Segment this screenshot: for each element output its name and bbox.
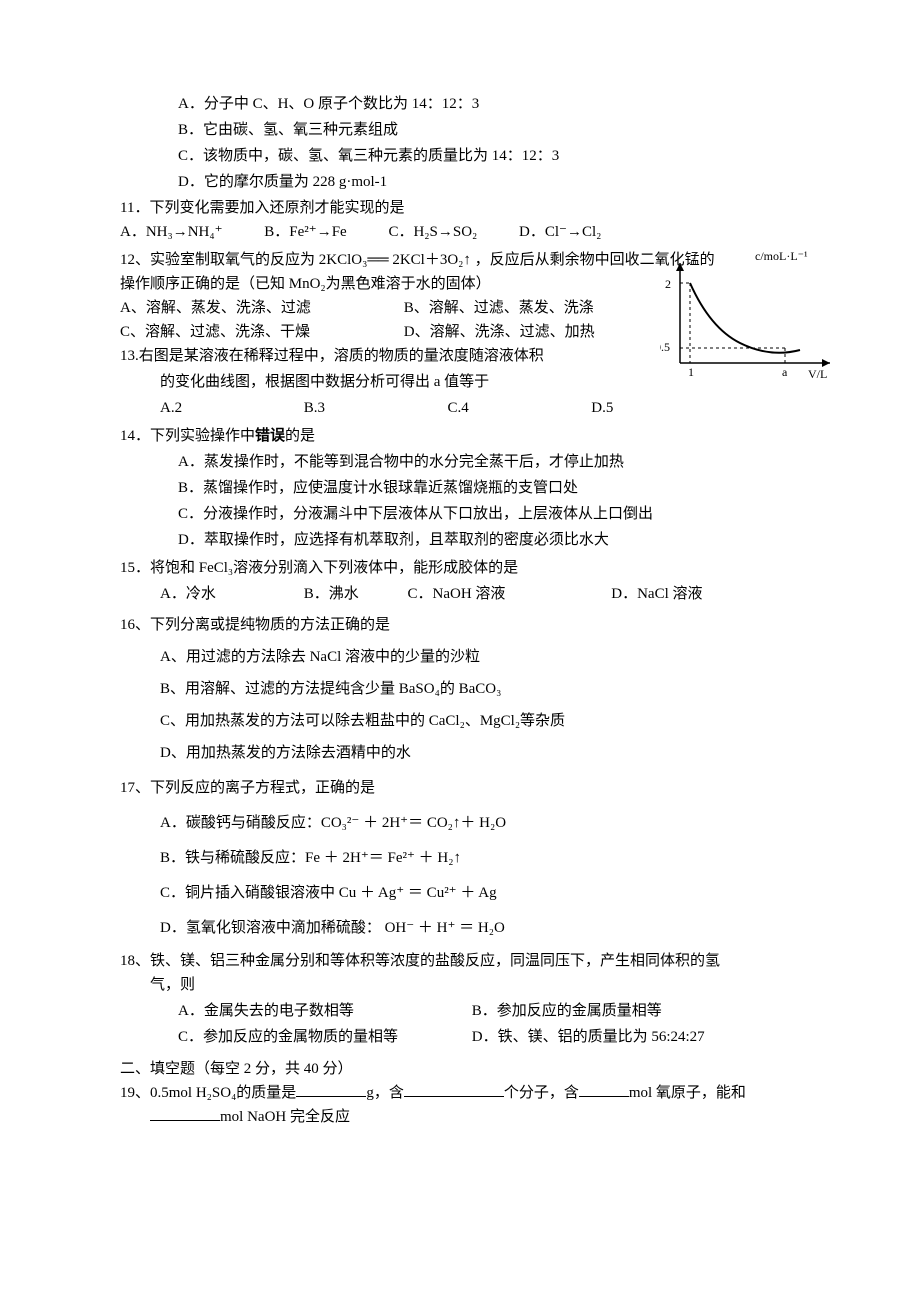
q19-p1: 19、0.5mol H₂SO₄的质量是 xyxy=(120,1085,296,1101)
q19: 19、0.5mol H₂SO₄的质量是 g，含 个分子，含 mol 氧原子，能和 mo… xyxy=(120,1081,810,1129)
q11-opt-c: C．H₂S→SO₂ xyxy=(388,220,477,244)
q12-opt-b: B、溶解、过滤、蒸发、洗涤 xyxy=(404,296,594,320)
q18-opt-a: A．金属失去的电子数相等 xyxy=(178,999,468,1023)
q10-opt-c: C．该物质中，碳、氢、氧三种元素的质量比为 14：12：3 xyxy=(120,144,810,168)
q17-stem: 17、下列反应的离子方程式，正确的是 xyxy=(120,772,810,805)
q17-opt-b: B．铁与稀硫酸反应：Fe ＋ 2H⁺＝ Fe²⁺ ＋ H₂↑ xyxy=(120,842,810,875)
q14-opt-c: C．分液操作时，分液漏斗中下层液体从下口放出，上层液体从上口倒出 xyxy=(120,502,810,526)
q18-stem-line2: 气，则 xyxy=(120,973,810,997)
q18-opt-c: C．参加反应的金属物质的量相等 xyxy=(178,1025,468,1049)
q13-opt-b: B.3 xyxy=(304,396,444,420)
q12-opt-d: D、溶解、洗涤、过滤、加热 xyxy=(404,320,595,344)
q10-opt-b: B．它由碳、氢、氧三种元素组成 xyxy=(120,118,810,142)
q14-stem: 14．下列实验操作中错误的是 xyxy=(120,424,810,448)
q19-p4: mol 氧原子，能和 xyxy=(629,1085,746,1101)
q16-opt-c: C、用加热蒸发的方法可以除去粗盐中的 CaCl₂、MgCl₂等杂质 xyxy=(120,706,810,736)
q11-opt-d: D．Cl⁻→Cl₂ xyxy=(519,220,601,244)
q15-opt-c: C．NaOH 溶液 xyxy=(408,582,608,606)
q19-p5: mol NaOH 完全反应 xyxy=(220,1109,350,1125)
q17: 17、下列反应的离子方程式，正确的是 A．碳酸钙与硝酸反应：CO₃²⁻ ＋ 2H… xyxy=(120,772,810,945)
q13-options: A.2 B.3 C.4 D.5 xyxy=(120,396,810,420)
chart-y05: 0.5 xyxy=(660,340,670,354)
q11-options: A．NH₃→NH₄⁺ B．Fe²⁺→Fe C．H₂S→SO₂ D．Cl⁻→Cl₂ xyxy=(120,220,810,244)
q18-opt-d: D．铁、镁、铝的质量比为 56:24:27 xyxy=(472,1025,705,1049)
q11-opt-a: A．NH₃→NH₄⁺ xyxy=(120,220,223,244)
q19-blank1 xyxy=(296,1081,366,1097)
q15-opt-b: B．沸水 xyxy=(304,582,404,606)
q13-opt-d: D.5 xyxy=(591,396,613,420)
q19-blank4 xyxy=(150,1105,220,1121)
q18-opt-b: B．参加反应的金属质量相等 xyxy=(472,999,662,1023)
q19-blank3 xyxy=(579,1081,629,1097)
q17-opt-d: D．氢氧化钡溶液中滴加稀硫酸： OH⁻ ＋ H⁺ ＝ H₂O xyxy=(120,912,810,945)
q18-stem-line1: 18、铁、镁、铝三种金属分别和等体积等浓度的盐酸反应，同温同压下，产生相同体积的… xyxy=(120,949,810,973)
chart-ylabel: c/moL·L⁻¹ xyxy=(755,249,808,263)
section2-title: 二、填空题（每空 2 分，共 40 分） xyxy=(120,1057,810,1081)
q16-opt-b: B、用溶解、过滤的方法提纯含少量 BaSO₄的 BaCO₃ xyxy=(120,674,810,704)
q19-p3: 个分子，含 xyxy=(504,1085,579,1101)
q10-opt-a: A．分子中 C、H、O 原子个数比为 14：12：3 xyxy=(120,92,810,116)
q10-opt-d: D．它的摩尔质量为 228 g·mol-1 xyxy=(120,170,810,194)
q17-opt-c: C．铜片插入硝酸银溶液中 Cu ＋ Ag⁺ ＝ Cu²⁺ ＋ Ag xyxy=(120,877,810,910)
q10-options: A．分子中 C、H、O 原子个数比为 14：12：3 B．它由碳、氢、氧三种元素… xyxy=(120,92,810,194)
q19-blank2 xyxy=(404,1081,504,1097)
q15: 15．将饱和 FeCl₃溶液分别滴入下列液体中，能形成胶体的是 A．冷水 B．沸… xyxy=(120,556,810,606)
q11-opt-b: B．Fe²⁺→Fe xyxy=(264,220,346,244)
q16-opt-d: D、用加热蒸发的方法除去酒精中的水 xyxy=(120,738,810,768)
q16: 16、下列分离或提纯物质的方法正确的是 A、用过滤的方法除去 NaCl 溶液中的… xyxy=(120,610,810,768)
q15-opt-a: A．冷水 xyxy=(160,582,300,606)
q13-opt-a: A.2 xyxy=(160,396,300,420)
q11-stem: 11．下列变化需要加入还原剂才能实现的是 xyxy=(120,196,810,220)
q13-opt-c: C.4 xyxy=(448,396,588,420)
concentration-chart: c/moL·L⁻¹ 2 0.5 1 a V/L xyxy=(660,248,840,383)
q11: 11．下列变化需要加入还原剂才能实现的是 A．NH₃→NH₄⁺ B．Fe²⁺→F… xyxy=(120,196,810,244)
q14-opt-d: D．萃取操作时，应选择有机萃取剂，且萃取剂的密度必须比水大 xyxy=(120,528,810,552)
q15-opt-d: D．NaCl 溶液 xyxy=(611,582,702,606)
q12-opt-c: C、溶解、过滤、洗涤、干燥 xyxy=(120,320,400,344)
q18: 18、铁、镁、铝三种金属分别和等体积等浓度的盐酸反应，同温同压下，产生相同体积的… xyxy=(120,949,810,1049)
chart-x1: 1 xyxy=(688,365,694,379)
q14: 14．下列实验操作中错误的是 A．蒸发操作时，不能等到混合物中的水分完全蒸干后，… xyxy=(120,424,810,552)
q14-opt-b: B．蒸馏操作时，应使温度计水银球靠近蒸馏烧瓶的支管口处 xyxy=(120,476,810,500)
q18-row1: A．金属失去的电子数相等 B．参加反应的金属质量相等 xyxy=(120,999,810,1023)
q15-stem: 15．将饱和 FeCl₃溶液分别滴入下列液体中，能形成胶体的是 xyxy=(120,556,810,580)
q17-opt-a: A．碳酸钙与硝酸反应：CO₃²⁻ ＋ 2H⁺＝ CO₂↑＋ H₂O xyxy=(120,807,810,840)
q16-opt-a: A、用过滤的方法除去 NaCl 溶液中的少量的沙粒 xyxy=(120,642,810,672)
q16-stem: 16、下列分离或提纯物质的方法正确的是 xyxy=(120,610,810,640)
q12-opt-a: A、溶解、蒸发、洗涤、过滤 xyxy=(120,296,400,320)
chart-xa: a xyxy=(782,365,788,379)
q14-opt-a: A．蒸发操作时，不能等到混合物中的水分完全蒸干后，才停止加热 xyxy=(120,450,810,474)
q15-options: A．冷水 B．沸水 C．NaOH 溶液 D．NaCl 溶液 xyxy=(120,582,810,606)
chart-xlabel: V/L xyxy=(808,367,827,381)
chart-y2: 2 xyxy=(665,277,671,291)
q18-row2: C．参加反应的金属物质的量相等 D．铁、镁、铝的质量比为 56:24:27 xyxy=(120,1025,810,1049)
q19-p2: g，含 xyxy=(366,1085,404,1101)
q12-q13-region: 12、实验室制取氧气的反应为 2KClO₃══ 2KCl＋3O₂↑ ，反应后从剩… xyxy=(120,248,810,420)
